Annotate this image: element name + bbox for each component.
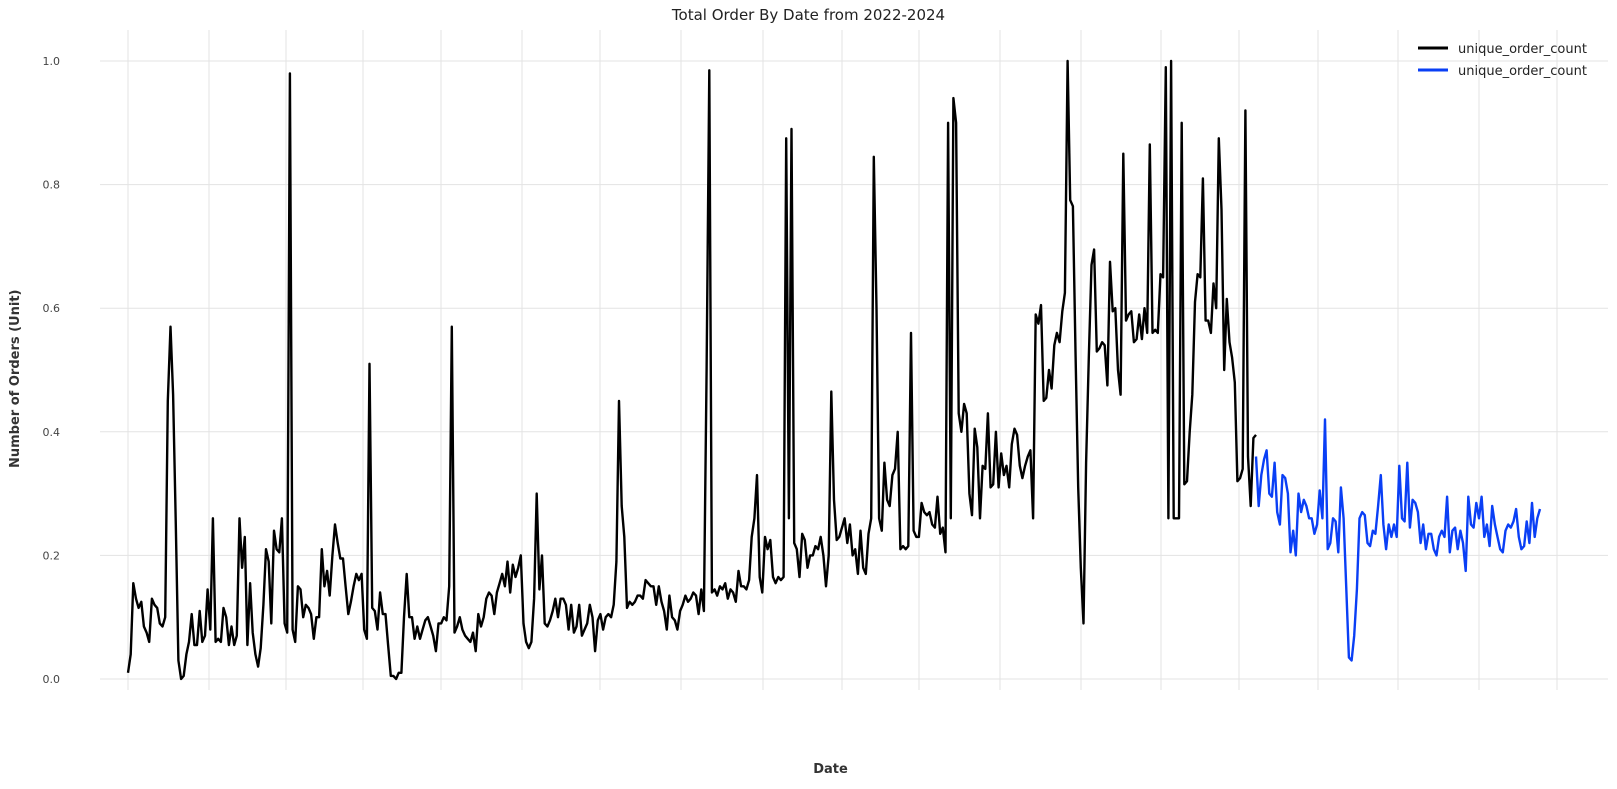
series-line-1 [126, 59, 1257, 681]
x-axis-label: Date [813, 762, 848, 777]
legend-label: unique_order_count [1458, 64, 1587, 79]
series-line-2 [1254, 418, 1542, 662]
y-tick-label: 0.2 [43, 549, 61, 562]
y-tick-label: 1.0 [43, 55, 61, 68]
y-tick-label: 0.4 [43, 426, 61, 439]
y-tick-label: 0.6 [43, 302, 61, 315]
y-tick-label: 0.0 [43, 673, 61, 686]
chart-title: Total Order By Date from 2022-2024 [671, 6, 946, 24]
legend-label: unique_order_count [1458, 42, 1587, 57]
y-tick-label: 0.8 [43, 179, 61, 192]
